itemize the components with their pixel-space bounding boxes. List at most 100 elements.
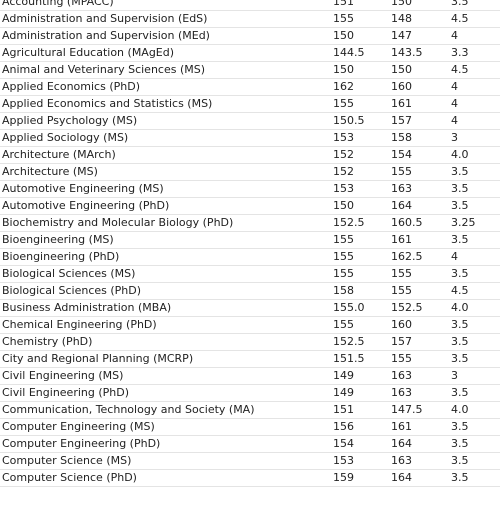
table-row: Biological Sciences (MS) 155 155 3.5 [0, 265, 500, 283]
writing-score-cell: 3.5 [451, 316, 500, 334]
program-name-cell: Computer Engineering (PhD) [0, 435, 333, 453]
table-row: Bioengineering (MS) 155 161 3.5 [0, 231, 500, 249]
verbal-score-cell: 162 [333, 78, 391, 96]
verbal-score-cell: 144.5 [333, 44, 391, 62]
quant-score-cell: 148 [391, 10, 451, 28]
quant-score-cell: 150 [391, 0, 451, 11]
program-name-cell: Animal and Veterinary Sciences (MS) [0, 61, 333, 79]
table-row: Applied Psychology (MS) 150.5 157 4 [0, 112, 500, 130]
verbal-score-cell: 152 [333, 163, 391, 181]
table-row: Architecture (MS) 152 155 3.5 [0, 163, 500, 181]
program-name-cell: Biochemistry and Molecular Biology (PhD) [0, 214, 333, 232]
program-name-cell: Civil Engineering (MS) [0, 367, 333, 385]
writing-score-cell: 3.5 [451, 452, 500, 470]
program-name-cell: Agricultural Education (MAgEd) [0, 44, 333, 62]
quant-score-cell: 154 [391, 146, 451, 164]
program-name-cell: Automotive Engineering (PhD) [0, 197, 333, 215]
verbal-score-cell: 153 [333, 180, 391, 198]
program-name-cell: Chemistry (PhD) [0, 333, 333, 351]
writing-score-cell: 4.0 [451, 146, 500, 164]
writing-score-cell: 4 [451, 95, 500, 113]
writing-score-cell: 3.5 [451, 350, 500, 368]
writing-score-cell: 4.0 [451, 401, 500, 419]
verbal-score-cell: 154 [333, 435, 391, 453]
quant-score-cell: 157 [391, 112, 451, 130]
program-name-cell: Computer Science (MS) [0, 452, 333, 470]
gre-scores-table: Accounting (MPACC) 151 150 3.5 Administratio… [0, 0, 500, 487]
quant-score-cell: 161 [391, 95, 451, 113]
table-row: Automotive Engineering (PhD) 150 164 3.5 [0, 197, 500, 215]
verbal-score-cell: 155 [333, 10, 391, 28]
writing-score-cell: 4 [451, 78, 500, 96]
quant-score-cell: 160 [391, 316, 451, 334]
program-name-cell: Biological Sciences (PhD) [0, 282, 333, 300]
table-row: Biological Sciences (PhD) 158 155 4.5 [0, 282, 500, 300]
writing-score-cell: 4 [451, 112, 500, 130]
writing-score-cell: 3.5 [451, 265, 500, 283]
table-row: Business Administration (MBA) 155.0 152.5 4… [0, 299, 500, 317]
verbal-score-cell: 149 [333, 367, 391, 385]
writing-score-cell: 3 [451, 367, 500, 385]
program-name-cell: Bioengineering (PhD) [0, 248, 333, 266]
verbal-score-cell: 155 [333, 231, 391, 249]
verbal-score-cell: 155.0 [333, 299, 391, 317]
program-name-cell: Applied Economics (PhD) [0, 78, 333, 96]
verbal-score-cell: 150.5 [333, 112, 391, 130]
quant-score-cell: 164 [391, 435, 451, 453]
quant-score-cell: 158 [391, 129, 451, 147]
quant-score-cell: 152.5 [391, 299, 451, 317]
table-body: Accounting (MPACC) 151 150 3.5 Administratio… [0, 0, 500, 487]
writing-score-cell: 3.5 [451, 163, 500, 181]
verbal-score-cell: 155 [333, 95, 391, 113]
program-name-cell: Automotive Engineering (MS) [0, 180, 333, 198]
writing-score-cell: 3 [451, 129, 500, 147]
table-row: Computer Engineering (PhD) 154 164 3.5 [0, 435, 500, 453]
verbal-score-cell: 153 [333, 452, 391, 470]
program-name-cell: Bioengineering (MS) [0, 231, 333, 249]
table-row: Civil Engineering (MS) 149 163 3 [0, 367, 500, 385]
quant-score-cell: 162.5 [391, 248, 451, 266]
quant-score-cell: 160 [391, 78, 451, 96]
table-row: Computer Engineering (MS) 156 161 3.5 [0, 418, 500, 436]
verbal-score-cell: 153 [333, 129, 391, 147]
verbal-score-cell: 152.5 [333, 333, 391, 351]
program-name-cell: Computer Science (PhD) [0, 469, 333, 487]
quant-score-cell: 150 [391, 61, 451, 79]
table-row: Applied Economics and Statistics (MS) 155… [0, 95, 500, 113]
quant-score-cell: 164 [391, 469, 451, 487]
verbal-score-cell: 150 [333, 61, 391, 79]
writing-score-cell: 4.5 [451, 61, 500, 79]
program-name-cell: Architecture (MArch) [0, 146, 333, 164]
writing-score-cell: 3.25 [451, 214, 500, 232]
quant-score-cell: 147.5 [391, 401, 451, 419]
verbal-score-cell: 150 [333, 197, 391, 215]
quant-score-cell: 155 [391, 163, 451, 181]
table-row: Architecture (MArch) 152 154 4.0 [0, 146, 500, 164]
program-name-cell: Applied Psychology (MS) [0, 112, 333, 130]
quant-score-cell: 163 [391, 384, 451, 402]
writing-score-cell: 4.5 [451, 10, 500, 28]
writing-score-cell: 3.5 [451, 197, 500, 215]
table-row: Computer Science (MS) 153 163 3.5 [0, 452, 500, 470]
program-name-cell: Administration and Supervision (EdS) [0, 10, 333, 28]
table-row: Chemistry (PhD) 152.5 157 3.5 [0, 333, 500, 351]
writing-score-cell: 4.5 [451, 282, 500, 300]
table-row: City and Regional Planning (MCRP) 151.5 15… [0, 350, 500, 368]
quant-score-cell: 143.5 [391, 44, 451, 62]
verbal-score-cell: 149 [333, 384, 391, 402]
table-row: Computer Science (PhD) 159 164 3.5 [0, 469, 500, 487]
verbal-score-cell: 155 [333, 316, 391, 334]
program-name-cell: Biological Sciences (MS) [0, 265, 333, 283]
verbal-score-cell: 155 [333, 265, 391, 283]
program-name-cell: Applied Sociology (MS) [0, 129, 333, 147]
verbal-score-cell: 158 [333, 282, 391, 300]
writing-score-cell: 3.5 [451, 0, 500, 11]
table-row: Communication, Technology and Society (M… [0, 401, 500, 419]
table-row: Automotive Engineering (MS) 153 163 3.5 [0, 180, 500, 198]
verbal-score-cell: 151 [333, 401, 391, 419]
writing-score-cell: 3.5 [451, 180, 500, 198]
writing-score-cell: 3.3 [451, 44, 500, 62]
writing-score-cell: 4.0 [451, 299, 500, 317]
program-name-cell: Communication, Technology and Society (M… [0, 401, 333, 419]
table-row: Accounting (MPACC) 151 150 3.5 [0, 0, 500, 11]
